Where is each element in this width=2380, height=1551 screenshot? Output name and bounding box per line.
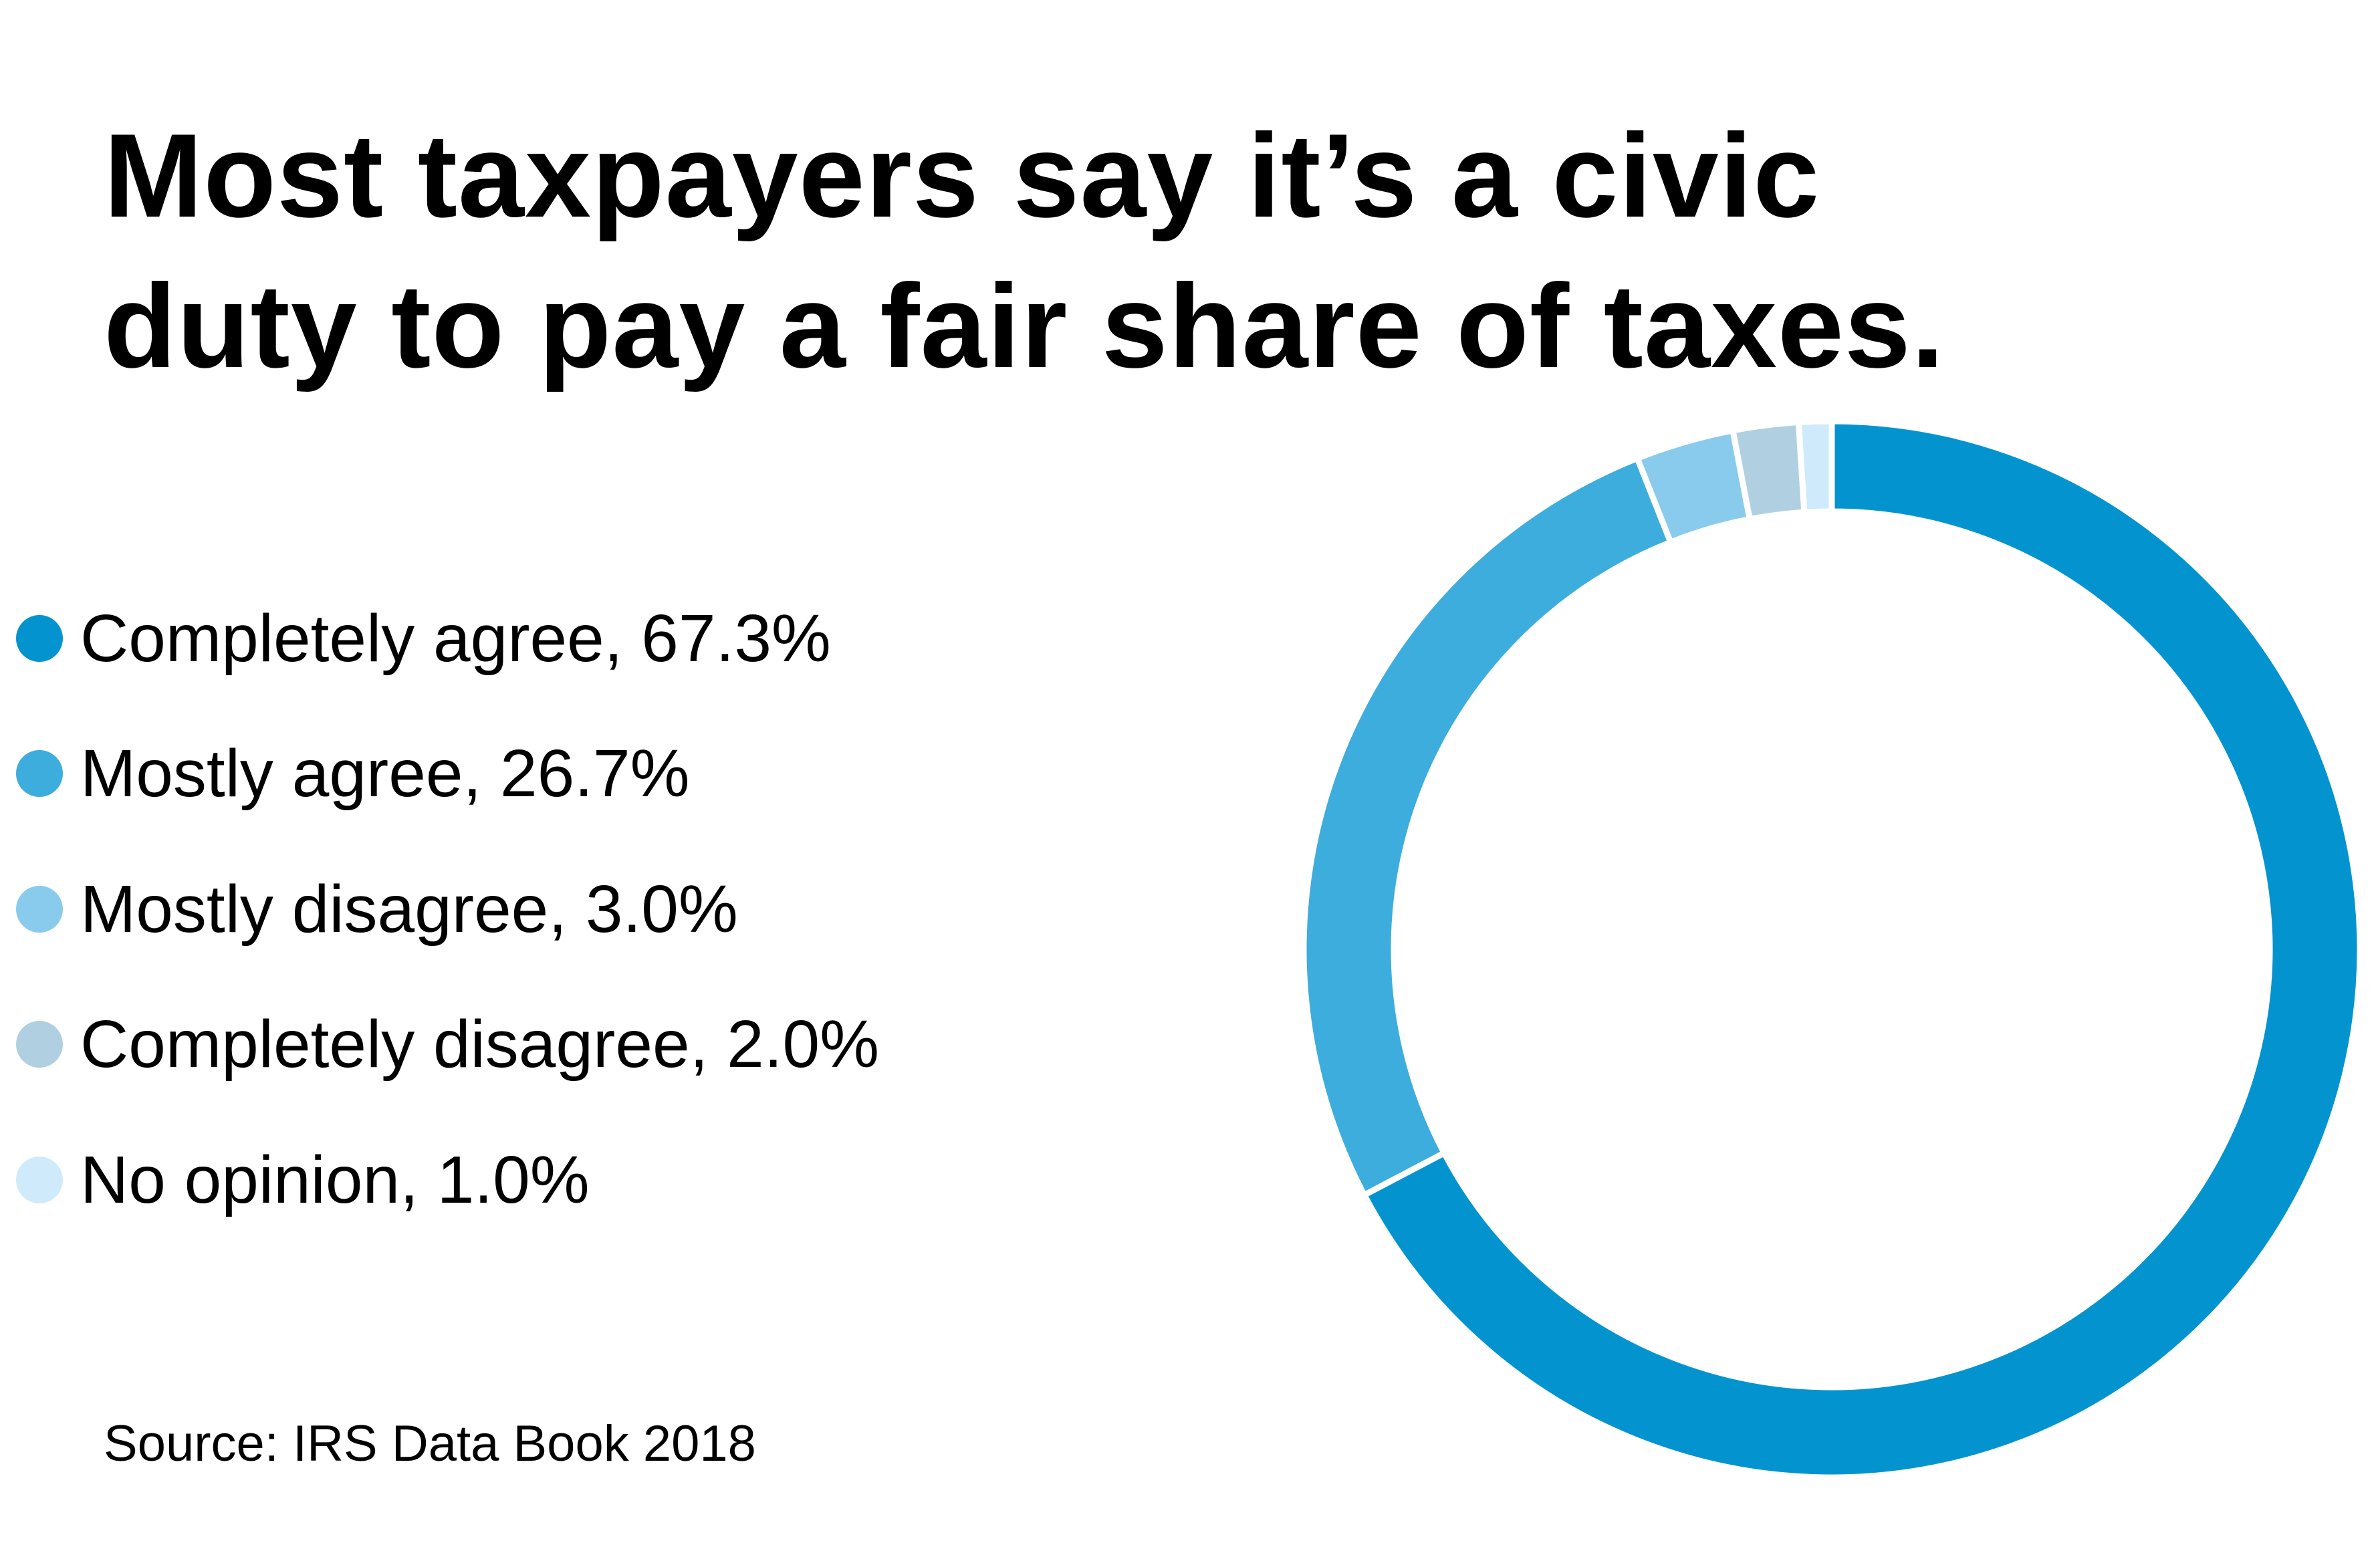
legend-swatch-completely-agree	[16, 615, 63, 662]
donut-slices	[1300, 418, 2363, 1481]
chart-title-line-2: duty to pay a fair share of taxes.	[104, 259, 1945, 392]
legend-label-mostly-agree: Mostly agree, 26.7%	[80, 736, 690, 811]
legend-swatch-no-opinion	[16, 1157, 63, 1203]
legend-swatch-mostly-disagree	[16, 886, 63, 933]
legend-item-completely-disagree: Completely disagree, 2.0%	[16, 1004, 879, 1084]
legend-label-mostly-disagree: Mostly disagree, 3.0%	[80, 872, 738, 947]
chart-title-line-1: Most taxpayers say it’s a civic	[104, 109, 1820, 242]
donut-slice-mostly-agree	[1300, 454, 1675, 1199]
donut-slice-no-opinion	[1795, 418, 1835, 516]
legend-item-no-opinion: No opinion, 1.0%	[16, 1140, 590, 1220]
legend-item-completely-agree: Completely agree, 67.3%	[16, 598, 831, 679]
legend-item-mostly-agree: Mostly agree, 26.7%	[16, 733, 690, 814]
legend-swatch-completely-disagree	[16, 1021, 63, 1068]
legend-item-mostly-disagree: Mostly disagree, 3.0%	[16, 869, 738, 949]
source-note: Source: IRS Data Book 2018	[104, 1415, 756, 1472]
legend-swatch-mostly-agree	[16, 750, 63, 797]
chart-legend: Completely agree, 67.3% Mostly agree, 26…	[16, 0, 1153, 1551]
legend-label-no-opinion: No opinion, 1.0%	[80, 1143, 590, 1217]
legend-label-completely-agree: Completely agree, 67.3%	[80, 601, 831, 676]
legend-label-completely-disagree: Completely disagree, 2.0%	[80, 1007, 880, 1082]
chart-title: Most taxpayers say it’s a civic duty to …	[104, 100, 2243, 401]
donut-slice-completely-agree	[1360, 418, 2363, 1481]
